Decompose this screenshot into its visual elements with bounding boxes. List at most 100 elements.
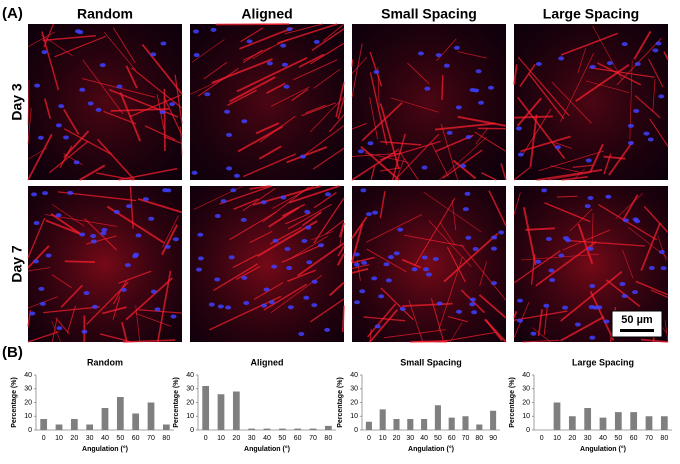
x-tick-label: 80 <box>324 435 332 442</box>
y-tick-label: 0 <box>526 427 530 434</box>
nucleus <box>655 41 662 46</box>
y-tick-label: 10 <box>186 413 194 420</box>
scale-bar-label: 50 µm <box>621 314 653 326</box>
x-tick-label: 40 <box>420 435 428 442</box>
nucleus <box>154 307 161 312</box>
nucleus <box>124 263 131 268</box>
nucleus <box>283 84 290 89</box>
nucleus <box>148 216 155 221</box>
fiber <box>135 313 172 327</box>
nucleus <box>299 154 306 159</box>
nucleus <box>472 246 479 251</box>
x-tick-label: 40 <box>101 435 109 442</box>
nucleus <box>32 259 39 264</box>
nucleus <box>589 335 596 340</box>
nucleus <box>471 310 478 315</box>
nucleus <box>90 234 97 239</box>
x-tick-label: 10 <box>379 435 387 442</box>
fiber <box>370 165 376 181</box>
fiber <box>572 168 586 181</box>
bar <box>660 416 668 430</box>
nucleus <box>42 191 49 196</box>
bar <box>476 424 483 430</box>
fiber <box>27 267 51 272</box>
fiber <box>591 213 594 248</box>
fiber <box>430 298 444 341</box>
fiber <box>391 133 406 181</box>
fiber <box>428 220 472 267</box>
fiber <box>366 214 423 243</box>
nucleus <box>125 204 132 209</box>
y-tick-label: 10 <box>24 413 32 420</box>
nucleus <box>195 267 202 272</box>
fiber <box>401 258 422 269</box>
nucleus <box>562 305 569 310</box>
nucleus <box>535 61 542 66</box>
nucleus <box>469 302 476 307</box>
fiber <box>643 206 669 233</box>
x-tick-label: 60 <box>294 435 302 442</box>
bar <box>379 409 386 430</box>
fiber <box>277 23 338 45</box>
fiber <box>652 78 656 112</box>
fiber <box>361 102 403 142</box>
nucleus <box>79 87 86 92</box>
nucleus <box>371 276 378 281</box>
nucleus <box>298 331 305 336</box>
fiber <box>448 316 468 323</box>
nucleus <box>378 294 385 299</box>
fiber <box>423 191 482 233</box>
fiber <box>112 296 121 320</box>
nucleus <box>305 225 312 230</box>
nucleus <box>286 27 293 32</box>
fiber <box>513 167 531 181</box>
fiber <box>85 235 117 245</box>
nucleus <box>133 252 140 257</box>
fiber <box>379 140 441 161</box>
x-tick-label: 80 <box>162 435 170 442</box>
nucleus <box>324 192 331 197</box>
nucleus <box>585 158 592 163</box>
fiber <box>138 309 183 314</box>
fiber <box>118 270 152 284</box>
nucleus <box>443 63 450 68</box>
y-axis-label: Percentage (%) <box>11 377 18 428</box>
nucleus <box>233 173 240 178</box>
fiber <box>63 130 90 159</box>
fiber <box>249 185 271 190</box>
fiber <box>615 193 643 220</box>
nucleus <box>33 221 40 226</box>
nucleus <box>160 41 167 46</box>
fiber <box>103 31 136 71</box>
fiber <box>513 310 518 319</box>
fiber <box>551 141 572 149</box>
fiber <box>43 23 54 48</box>
fiber <box>478 294 507 319</box>
nucleus <box>324 327 331 332</box>
bar <box>294 428 302 430</box>
nucleus <box>633 108 640 113</box>
fiber <box>446 246 466 283</box>
fiber <box>379 103 400 170</box>
fiber <box>162 215 179 248</box>
nucleus <box>208 302 215 307</box>
nucleus <box>214 277 221 282</box>
fiber <box>363 316 406 322</box>
fiber <box>118 167 178 181</box>
x-tick-label: 40 <box>263 435 271 442</box>
x-tick-label: 20 <box>70 435 78 442</box>
bar <box>614 412 622 430</box>
bar <box>324 425 332 430</box>
nucleus <box>453 45 460 50</box>
fiber <box>436 38 457 62</box>
nucleus <box>272 238 279 243</box>
y-tick-label: 0 <box>190 427 194 434</box>
nucleus <box>517 298 524 303</box>
fiber <box>402 302 453 307</box>
y-tick-label: 0 <box>354 427 358 434</box>
nucleus <box>488 85 495 90</box>
fiber <box>525 227 555 231</box>
fiber <box>119 92 142 142</box>
fiber <box>50 213 82 236</box>
fiber <box>96 138 136 181</box>
